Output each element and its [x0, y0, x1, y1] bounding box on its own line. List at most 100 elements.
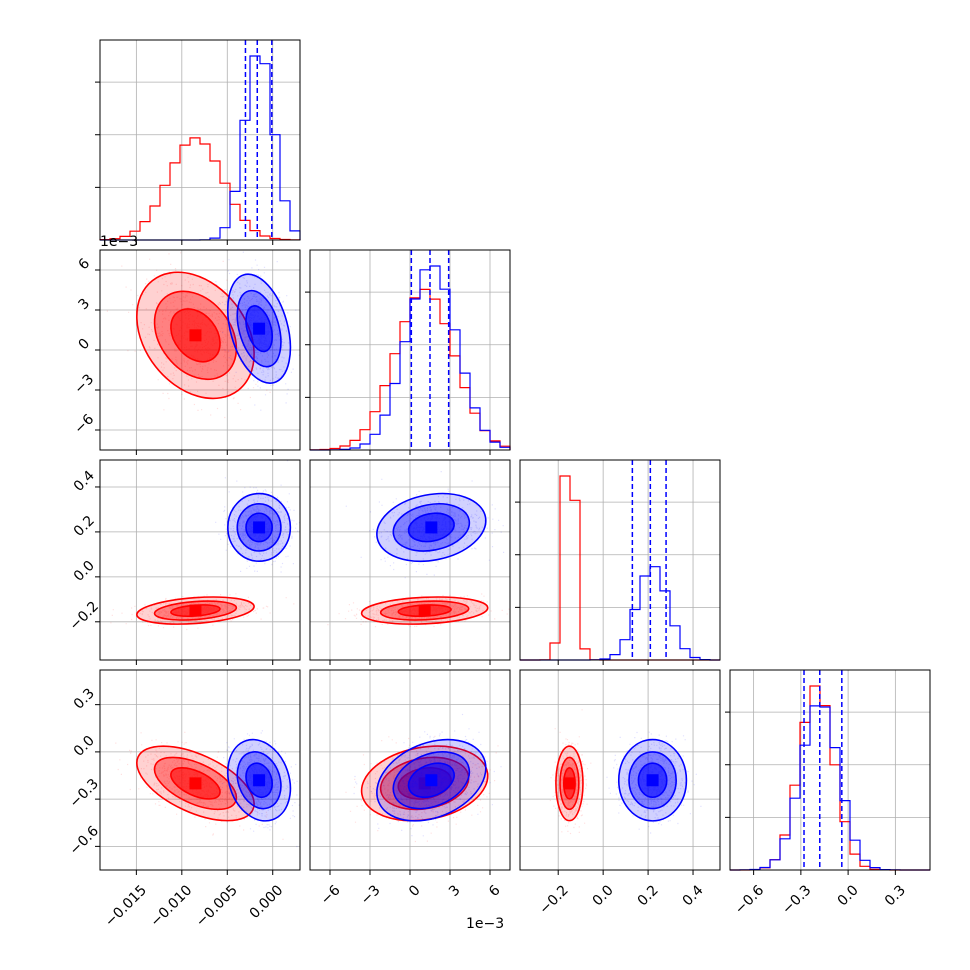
diag-panel-0 — [95, 39, 301, 245]
density-peak-red — [563, 777, 576, 790]
contour-blue — [245, 762, 273, 799]
diag-panel-2 — [515, 459, 721, 665]
contour-blue — [236, 751, 282, 810]
contour-blue — [407, 512, 455, 543]
scatter-red — [110, 593, 295, 631]
contour-blue — [227, 738, 292, 822]
density-peak-red — [418, 604, 431, 617]
x-tick-label: −6 — [318, 882, 344, 908]
contour-red — [136, 271, 255, 400]
contour-blue — [227, 492, 292, 563]
contour-red — [170, 308, 221, 363]
y-tick-label: −6 — [71, 411, 97, 437]
x-tick-label: −0.3 — [779, 882, 814, 917]
contour-blue — [376, 738, 487, 822]
panels-layer — [95, 39, 931, 875]
density-peak-red — [189, 777, 202, 790]
contour-blue — [617, 738, 688, 822]
panel-3-0 — [95, 669, 301, 875]
panel-2-1 — [309, 459, 511, 665]
y-tick-label: −0.2 — [67, 598, 102, 633]
contour-red — [555, 745, 584, 822]
contour-red — [562, 766, 576, 800]
panel-content — [549, 709, 702, 835]
contour-red — [153, 290, 238, 381]
panel-frame — [99, 459, 301, 661]
density-peak-blue — [425, 521, 438, 534]
density-peak-blue — [253, 322, 266, 335]
contour-blue — [637, 762, 668, 799]
x-tick-label: 3 — [446, 882, 464, 900]
diag-panel-3 — [725, 669, 931, 875]
hist-red — [520, 475, 720, 661]
x-tick-label: 6 — [486, 882, 504, 900]
y-tick-label: 0.4 — [71, 468, 98, 495]
contour-red — [153, 600, 238, 621]
y-tick-label: −3 — [71, 371, 97, 397]
density-peak-red — [189, 329, 202, 342]
hist-red — [99, 137, 301, 241]
contour-blue — [392, 503, 471, 552]
x-tick-label: 0.0 — [835, 882, 862, 909]
contour-red — [136, 596, 255, 625]
panel-frame — [729, 669, 931, 871]
panel-content — [110, 460, 300, 631]
hist-blue — [730, 705, 930, 871]
contour-red — [397, 604, 452, 618]
contour-red — [559, 756, 580, 811]
hist-blue — [310, 265, 511, 451]
x-tick-label: −0.010 — [147, 882, 195, 930]
offset-label-bottom: 1e−3 — [466, 916, 504, 932]
panel-content — [106, 251, 300, 419]
density-peak-blue — [253, 521, 266, 534]
hist-blue — [100, 55, 301, 241]
contour-blue — [628, 751, 677, 810]
panel-content — [115, 730, 300, 848]
panel-1-0 — [95, 249, 301, 455]
contour-blue — [236, 289, 282, 368]
y-tick-label: 3 — [76, 296, 94, 314]
y-tick-label: 0.3 — [71, 685, 98, 712]
contour-red — [170, 604, 221, 618]
panel-frame — [519, 669, 721, 871]
offset-label-top: 1e−3 — [100, 234, 138, 250]
panel-3-2 — [519, 669, 721, 875]
y-tick-label: 6 — [76, 255, 94, 273]
contour-red — [136, 745, 255, 822]
y-tick-label: −0.6 — [67, 823, 102, 858]
panel-content — [327, 471, 510, 628]
contour-red — [170, 766, 221, 800]
x-tick-label: 0 — [406, 882, 424, 900]
contour-blue — [227, 273, 292, 384]
contour-blue — [392, 751, 471, 810]
density-peak-blue — [425, 774, 438, 787]
panel-3-1 — [309, 669, 511, 875]
density-peak-blue — [646, 774, 659, 787]
x-tick-label: −0.6 — [732, 882, 767, 917]
x-tick-label: −0.015 — [102, 882, 150, 930]
y-tick-label: 0.2 — [71, 513, 98, 540]
contour-blue — [236, 503, 282, 552]
y-tick-label: 0 — [76, 336, 94, 354]
contour-blue — [376, 492, 487, 563]
x-tick-label: 0.0 — [590, 882, 617, 909]
density-peak-red — [189, 604, 202, 617]
panel-frame — [99, 39, 301, 241]
panel-2-0 — [95, 459, 301, 665]
x-tick-label: −0.005 — [193, 882, 241, 930]
contour-blue — [407, 762, 455, 799]
panel-content — [345, 713, 502, 843]
x-tick-label: 0.000 — [247, 882, 287, 922]
x-tick-label: 0.4 — [680, 882, 707, 909]
contour-blue — [245, 305, 273, 353]
y-tick-label: 0.0 — [71, 733, 98, 760]
panel-frame — [99, 669, 301, 871]
contour-red — [360, 596, 489, 625]
contour-blue — [245, 512, 273, 543]
x-tick-label: 0.2 — [635, 882, 662, 909]
y-tick-label: 0.0 — [71, 558, 98, 585]
panel-frame — [519, 459, 721, 661]
diag-panel-1 — [305, 249, 511, 455]
y-tick-label: −0.3 — [67, 776, 102, 811]
